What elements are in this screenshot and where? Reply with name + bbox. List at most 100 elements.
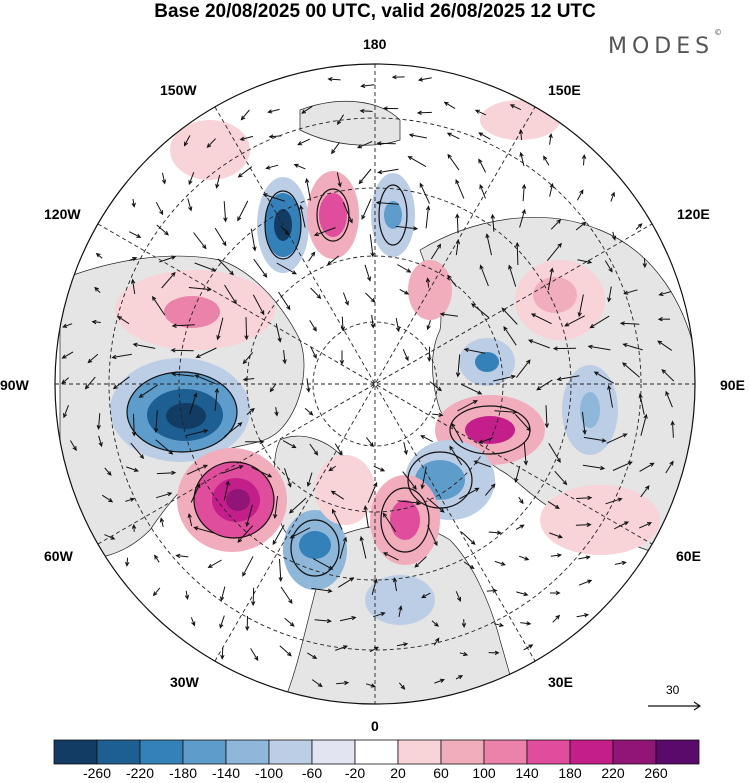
- wind-arrow: [342, 202, 353, 224]
- colorbar-tick-label: 140: [515, 765, 539, 781]
- wind-arrow: [552, 346, 577, 351]
- colorbar-swatch: [655, 739, 700, 765]
- wind-arrow: [366, 437, 374, 448]
- map-disk: [55, 64, 695, 704]
- wind-arrow: [426, 320, 431, 331]
- wind-arrow: [297, 138, 311, 146]
- colorbar-swatch: [53, 739, 98, 765]
- wind-arrow: [194, 374, 216, 385]
- wind-arrow: [419, 182, 430, 204]
- wind-arrow: [188, 287, 212, 292]
- wind-arrow: [282, 350, 287, 365]
- wind-arrow: [223, 201, 228, 223]
- wind-arrow: [461, 619, 467, 629]
- wind-arrow: [614, 560, 627, 566]
- wind-arrow: [340, 316, 346, 332]
- wind-arrow: [398, 605, 403, 617]
- wind-arrow: [91, 319, 101, 325]
- wind-arrow: [214, 227, 227, 247]
- wind-arrow: [391, 74, 405, 80]
- wind-arrow: [309, 320, 317, 332]
- map-boundary: [54, 63, 696, 705]
- wind-arrow: [518, 496, 524, 505]
- wind-arrow: [493, 622, 505, 628]
- wind-arrow: [299, 204, 306, 228]
- wind-arrow: [217, 258, 234, 276]
- wind-arrow: [530, 313, 552, 325]
- wind-arrow: [478, 437, 494, 444]
- wind-arrow: [403, 441, 408, 456]
- wind-arrow: [493, 374, 516, 382]
- colorbar-tick-label: -20: [344, 765, 366, 781]
- wind-arrow: [156, 224, 169, 236]
- copyright-mark: ©: [714, 27, 723, 37]
- wind-arrow: [216, 317, 224, 341]
- wind-arrow: [130, 442, 145, 460]
- wind-arrow: [516, 591, 529, 597]
- wind-arrow: [549, 182, 554, 197]
- colorbar-swatch: [440, 739, 485, 765]
- wind-arrow: [301, 105, 313, 114]
- wind-arrow: [171, 323, 195, 328]
- wind-arrow: [276, 262, 297, 275]
- wind-arrow: [638, 522, 653, 529]
- wind-arrow: [206, 138, 216, 149]
- wind-arrow: [335, 645, 349, 651]
- wind-arrow: [305, 177, 312, 201]
- wind-arrow: [661, 368, 675, 382]
- wind-arrow: [582, 411, 587, 435]
- wind-arrow: [308, 251, 316, 262]
- wind-arrow: [63, 405, 69, 419]
- wind-arrow: [365, 683, 376, 688]
- wind-arrow: [604, 260, 613, 273]
- wind-arrow: [583, 436, 607, 443]
- wind-arrow: [151, 295, 166, 316]
- wind-arrow: [523, 644, 534, 651]
- wind-arrow: [251, 587, 256, 607]
- wind-arrow: [501, 307, 518, 325]
- wind-arrow: [518, 128, 524, 141]
- wind-arrow: [268, 134, 282, 139]
- wind-arrow: [587, 344, 611, 351]
- wind-arrow: [490, 213, 496, 232]
- wind-arrow: [220, 647, 225, 660]
- wind-arrow: [425, 205, 431, 229]
- wind-arrow: [356, 140, 373, 149]
- wind-arrow: [101, 494, 114, 503]
- wind-arrow: [494, 409, 518, 415]
- wind-arrow: [332, 508, 343, 530]
- wind-arrow: [265, 164, 279, 170]
- wind-arrow: [503, 325, 517, 346]
- wind-arrow: [619, 321, 640, 326]
- lon-label-0: 0: [371, 718, 379, 734]
- wind-arrow: [451, 422, 464, 444]
- lon-label-30e: 30E: [548, 674, 573, 690]
- wind-arrow: [514, 414, 531, 432]
- lon-label-90e: 90E: [720, 377, 745, 393]
- wind-arrow: [242, 377, 255, 382]
- wind-arrow: [455, 213, 460, 234]
- wind-arrow: [242, 556, 254, 577]
- wind-arrow: [421, 592, 431, 599]
- wind-arrow: [251, 466, 273, 478]
- wind-arrow: [547, 500, 560, 510]
- wind-arrow: [377, 168, 399, 175]
- wind-arrow: [473, 460, 491, 468]
- colorbar-tick-label: 260: [644, 765, 668, 781]
- wind-arrow: [288, 497, 307, 514]
- wind-arrow: [607, 286, 612, 303]
- wind-arrow: [159, 255, 177, 263]
- wind-arrow: [635, 223, 643, 230]
- wind-arrow: [311, 679, 323, 688]
- wind-arrow: [488, 650, 500, 656]
- wind-arrow: [309, 443, 319, 456]
- wind-arrow: [156, 492, 173, 499]
- wind-arrow: [188, 172, 195, 186]
- wind-arrow: [219, 615, 225, 629]
- wind-arrow: [382, 106, 399, 111]
- wind-arrow: [194, 262, 217, 272]
- chart-title: Base 20/08/2025 00 UTC, valid 26/08/2025…: [154, 1, 596, 22]
- wind-arrow: [426, 497, 445, 513]
- reference-vector: [648, 701, 702, 711]
- wind-arrow: [314, 618, 332, 624]
